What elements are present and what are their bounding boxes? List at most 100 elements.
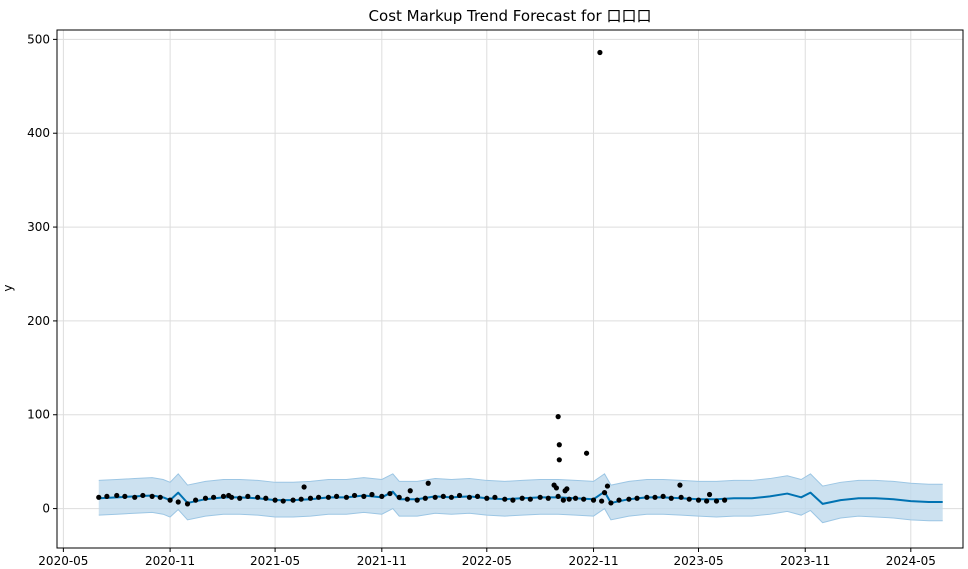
observed-points: [96, 49, 728, 507]
observed-point: [556, 442, 562, 448]
observed-point: [387, 490, 393, 497]
observed-point: [484, 495, 490, 501]
observed-point: [583, 450, 590, 456]
observed-point: [581, 496, 587, 502]
observed-point: [634, 495, 640, 501]
observed-point: [660, 493, 666, 499]
observed-point: [456, 492, 463, 499]
observed-point: [122, 493, 128, 499]
observed-point: [96, 494, 102, 500]
lower-bound-line: [98, 507, 943, 524]
observed-point: [644, 494, 650, 500]
observed-point: [616, 497, 622, 503]
observed-point: [599, 498, 605, 504]
observed-point: [272, 497, 278, 503]
observed-point: [315, 494, 322, 500]
observed-point: [510, 497, 516, 503]
observed-point: [713, 498, 720, 504]
observed-point: [492, 494, 498, 500]
observed-point: [104, 493, 110, 499]
observed-point: [678, 494, 684, 500]
observed-point: [307, 495, 314, 501]
observed-point: [519, 495, 525, 501]
observed-point: [245, 493, 251, 499]
x-tick-label: 2020-05: [38, 554, 88, 568]
observed-point: [677, 482, 683, 488]
observed-point: [301, 484, 307, 490]
observed-point: [608, 500, 614, 506]
observed-point: [202, 495, 209, 501]
observed-point: [237, 495, 243, 501]
observed-point: [333, 493, 340, 499]
observed-point: [668, 495, 674, 501]
observed-point: [722, 497, 728, 503]
observed-point: [298, 496, 304, 502]
observed-point: [132, 494, 138, 500]
observed-point: [343, 494, 350, 500]
observed-point: [193, 497, 199, 503]
observed-point: [601, 490, 608, 496]
observed-point: [553, 485, 560, 491]
observed-point: [140, 492, 146, 499]
observed-point: [361, 493, 367, 499]
observed-point: [290, 497, 296, 503]
x-axis-ticks: 2020-05 2020-11 2021-05 2021-11 2022-05 2022-…: [38, 548, 936, 568]
observed-point: [407, 488, 413, 494]
observed-point: [448, 494, 455, 500]
observed-point: [706, 491, 713, 498]
observed-point: [226, 492, 232, 499]
observed-point: [626, 496, 632, 502]
observed-point: [564, 486, 570, 492]
y-tick-label: 300: [27, 220, 50, 234]
y-axis-ticks: 0 100 200 300 400 500: [27, 32, 57, 516]
observed-point: [695, 497, 702, 503]
x-tick-label: 2022-05: [462, 554, 512, 568]
x-tick-label: 2020-11: [145, 554, 195, 568]
observed-point: [184, 501, 191, 507]
observed-point: [404, 496, 410, 502]
observed-point: [414, 497, 420, 503]
plot-frame: [56, 29, 964, 549]
observed-point: [325, 494, 332, 500]
observed-point: [597, 49, 603, 56]
observed-point: [175, 499, 181, 505]
observed-point: [422, 495, 428, 501]
y-tick-label: 200: [27, 314, 50, 328]
observed-point: [566, 496, 572, 502]
grid-lines: [57, 30, 963, 548]
x-tick-label: 2023-11: [780, 554, 830, 568]
x-tick-label: 2022-11: [568, 554, 618, 568]
y-tick-label: 0: [42, 502, 50, 516]
upper-bound-line: [98, 473, 943, 487]
observed-point: [556, 457, 562, 463]
observed-point: [369, 491, 375, 498]
observed-point: [157, 494, 163, 500]
y-tick-label: 100: [27, 408, 50, 422]
observed-point: [396, 494, 402, 500]
observed-point: [502, 496, 508, 502]
observed-point: [652, 494, 658, 500]
observed-point: [379, 493, 385, 499]
observed-point: [555, 414, 561, 420]
observed-point: [220, 493, 227, 499]
observed-point: [425, 480, 431, 486]
observed-point: [149, 493, 155, 499]
observed-point: [686, 496, 692, 502]
y-tick-label: 400: [27, 126, 50, 140]
observed-point: [604, 483, 611, 489]
observed-point: [474, 493, 481, 499]
observed-point: [555, 493, 561, 499]
observed-point: [590, 497, 597, 503]
observed-point: [351, 492, 358, 499]
observed-point: [167, 497, 173, 503]
y-tick-label: 500: [27, 32, 50, 46]
x-tick-label: 2021-05: [250, 554, 300, 568]
observed-point: [263, 495, 269, 501]
x-tick-label: 2021-11: [357, 554, 407, 568]
observed-point: [704, 498, 710, 504]
chart-title: Cost Markup Trend Forecast for 口口口: [369, 7, 652, 25]
observed-point: [280, 498, 286, 504]
x-tick-label: 2024-05: [886, 554, 936, 568]
observed-point: [560, 497, 566, 503]
